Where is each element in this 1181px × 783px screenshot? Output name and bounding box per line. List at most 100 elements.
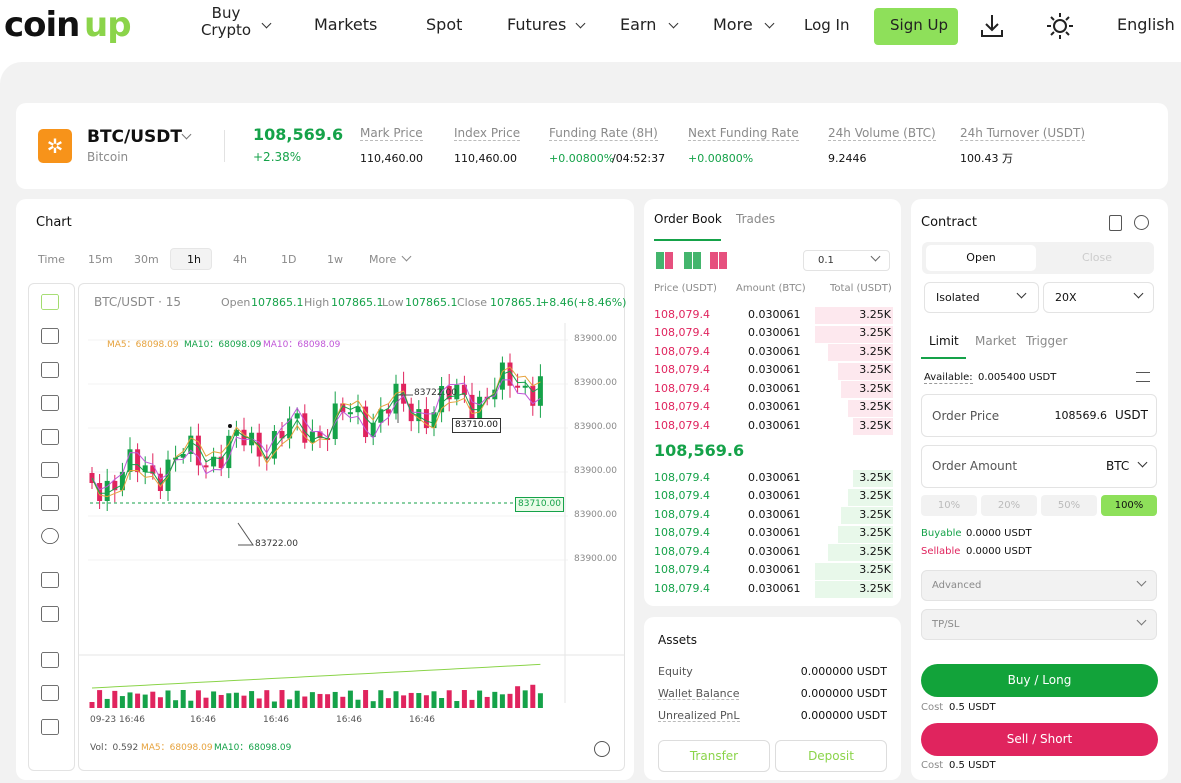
depth-bar [815,581,893,598]
signup-button[interactable] [874,8,958,45]
interval[interactable]: Time [38,252,65,266]
percent-button[interactable]: 50% [1041,495,1097,516]
book-view[interactable] [665,252,673,269]
price-input[interactable] [921,394,1157,437]
language[interactable]: English [1117,15,1175,35]
price-axis-label: 83900.00 [574,554,617,565]
nav-item[interactable]: Futures [507,15,567,35]
interval[interactable]: 30m [134,252,159,266]
candle-body [439,385,445,413]
book-view[interactable] [693,252,701,269]
percent-button[interactable]: 10% [921,495,977,516]
book-view[interactable] [719,252,727,269]
interval[interactable]: More [369,252,397,266]
book-view[interactable] [710,252,718,269]
interval[interactable]: 1D [281,252,297,266]
transfer-icon[interactable] [1136,372,1150,382]
book-view[interactable] [656,252,664,269]
amount-label: Order Amount [932,459,1018,474]
drawing-tool[interactable] [41,685,59,701]
drawing-tool[interactable] [41,294,59,310]
volume-bar [461,690,467,708]
book-price: 108,079.4 [654,526,710,540]
last-label: 83710.00 [515,497,564,512]
volume-bar [195,690,201,708]
depth-bar [838,525,893,543]
cost: 0.5 USDT [949,701,996,713]
ohlc-label: Close [457,295,487,309]
percent-button[interactable]: 100% [1101,495,1157,516]
tab[interactable]: Trades [736,212,776,227]
drawing-tool[interactable] [41,495,59,511]
interval[interactable]: 4h [233,252,247,266]
option-select[interactable] [921,570,1157,601]
drawing-tool[interactable] [41,572,59,588]
nav-item[interactable]: Earn [620,15,657,35]
order-type[interactable]: Trigger [1026,334,1068,349]
drawing-tool[interactable] [41,395,59,411]
book-total: 3.25K [859,563,891,577]
drawing-tool[interactable] [41,719,59,735]
interval[interactable]: 1h [187,252,201,266]
icon[interactable] [1134,215,1149,230]
nav-item[interactable]: More [713,15,753,35]
volume-bar [378,690,384,708]
volume-bar [256,698,262,708]
asset-value: 0.000000 USDT [800,686,887,700]
drawing-tool[interactable] [41,528,59,544]
side-tab[interactable]: Open [966,251,996,264]
candle-body [112,480,118,491]
asset-button[interactable]: Deposit [775,740,887,772]
margin-select[interactable] [924,282,1039,313]
leverage-select[interactable] [1043,282,1154,313]
volume-bar [317,693,323,708]
volume-bar [188,700,194,708]
drawing-tool[interactable] [41,652,59,668]
drawing-tool[interactable] [41,606,59,622]
book-amount: 0.030061 [748,344,801,358]
stat-label: 24h Volume (BTC) [828,126,936,142]
drawing-tool[interactable] [41,362,59,378]
asset-button[interactable]: Transfer [658,740,770,772]
ohlc-value: 107865.1 [490,295,543,309]
sell-button[interactable]: Sell / Short [921,723,1158,756]
tab[interactable]: Order Book [654,212,722,227]
book-price: 108,079.4 [654,489,710,503]
assets-card [644,617,901,780]
nav-item[interactable]: Spot [426,15,463,35]
theme-icon[interactable] [1046,12,1074,40]
signup[interactable]: Sign Up [890,15,948,34]
candle-body [287,418,293,439]
buy-button[interactable]: Buy / Long [921,664,1158,697]
precision-select[interactable] [803,250,890,271]
amount-input[interactable] [921,445,1157,488]
nav-item[interactable]: Markets [314,15,378,35]
book-price: 108,079.4 [654,563,710,577]
drawing-tool[interactable] [41,429,59,445]
settings-icon[interactable] [594,741,610,757]
depth-bar [848,488,893,506]
book-amount: 0.030061 [748,507,801,521]
candle-body [241,429,247,446]
interval[interactable]: 15m [88,252,113,266]
asset-label: Equity [658,664,693,678]
pair: BTC/USDT [87,126,182,147]
drawing-tool[interactable] [41,328,59,344]
icon[interactable] [1109,215,1122,231]
order-type[interactable]: Limit [929,334,959,349]
candle-body [157,473,163,492]
percent-button[interactable]: 20% [981,495,1037,516]
option-select[interactable] [921,609,1157,640]
download-icon[interactable] [978,12,1006,40]
interval[interactable]: 1w [327,252,343,266]
book-view[interactable] [684,252,692,269]
login[interactable]: Log In [804,15,850,34]
order-type[interactable]: Market [975,334,1017,349]
cursor-label: 83710.00 [452,418,501,433]
side-tab[interactable]: Close [1082,251,1112,264]
volume-bar [492,691,498,708]
vol-label: MA5：68098.09 [141,743,213,754]
drawing-tool[interactable] [41,462,59,478]
nav-item[interactable]: Buy Crypto [200,4,252,39]
chart-area [78,283,625,771]
